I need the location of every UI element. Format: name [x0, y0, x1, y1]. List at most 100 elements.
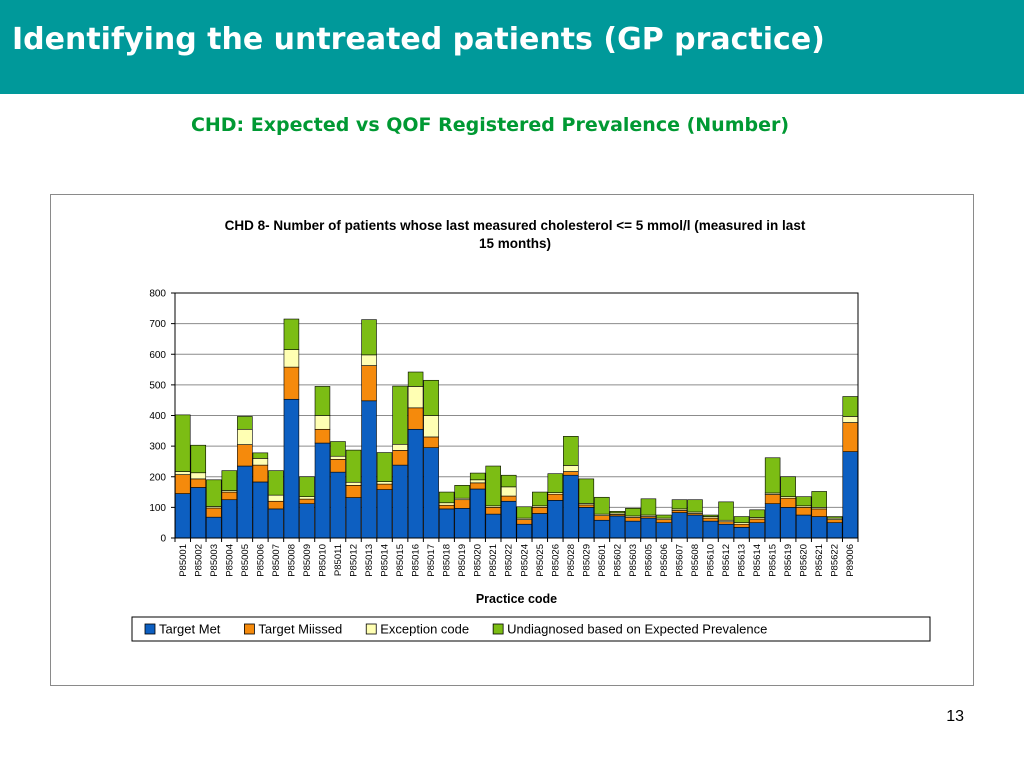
x-tick-label: P85614 — [752, 544, 763, 577]
x-tick-label: P85007 — [271, 544, 282, 577]
x-tick-label: P85025 — [535, 544, 546, 577]
bar-segment — [252, 464, 269, 483]
legend-box — [131, 616, 931, 642]
legend-swatch — [144, 623, 156, 635]
bars — [175, 318, 858, 539]
bar-segment — [826, 519, 843, 523]
legend-swatch — [244, 623, 255, 635]
bar-segment — [392, 443, 408, 451]
bar-segment — [547, 500, 564, 539]
x-tick-label: P85613 — [737, 544, 748, 577]
bar-segment — [330, 458, 346, 473]
bar-segment — [438, 502, 455, 506]
legend: Target Met Target Miissed Exception code Un… — [131, 616, 931, 642]
bar-segment — [314, 442, 331, 539]
bar-segment — [500, 495, 517, 502]
x-tick-label: P85022 — [504, 544, 515, 577]
bar-segment — [500, 486, 517, 497]
x-tick-label: P85612 — [721, 544, 732, 577]
bar-segment — [423, 415, 439, 438]
bar-segment — [594, 515, 610, 521]
bar-segment — [345, 481, 362, 486]
x-tick-label: P85011 — [333, 544, 344, 576]
x-tick-label: P85013 — [364, 544, 375, 577]
bar-segment — [547, 473, 564, 493]
bar-segment — [795, 507, 812, 516]
bar-segment — [733, 516, 750, 523]
bar-segment — [175, 471, 191, 475]
bar-segment — [795, 514, 812, 539]
chart-title-line: 15 months) — [479, 236, 551, 251]
bar-segment — [625, 520, 641, 539]
legend-label: Exception code — [380, 622, 469, 637]
bar-segment — [500, 500, 517, 539]
bar-segment — [407, 386, 424, 409]
bar-segment — [811, 516, 827, 539]
bar-segment — [563, 474, 579, 539]
bar-segment — [407, 428, 424, 539]
bar-segment — [407, 371, 424, 387]
bar-segment — [842, 422, 858, 452]
x-tick-label: P85619 — [783, 544, 794, 577]
bar-segment — [175, 474, 191, 494]
bar-segment — [361, 365, 377, 402]
bar-segment — [842, 396, 858, 417]
bar-segment — [578, 507, 595, 539]
bar-segment — [376, 489, 393, 539]
x-tick-label: P85014 — [380, 544, 391, 577]
bar-segment — [687, 514, 703, 539]
bar-segment — [532, 513, 548, 539]
bar-segment — [252, 452, 269, 459]
bar-segment — [252, 458, 269, 466]
bar-segment — [656, 519, 672, 523]
x-tick-label: P85601 — [597, 544, 608, 577]
x-axis-label: Practice code — [476, 592, 557, 606]
bar-segment — [268, 494, 284, 502]
bar-segment — [563, 465, 579, 472]
bar-segment — [640, 517, 657, 539]
x-tick-label: P85006 — [255, 544, 266, 577]
legend-swatch — [365, 623, 377, 635]
bar-segment — [625, 517, 641, 522]
bar-segment — [361, 319, 377, 356]
bar-segment — [376, 452, 393, 482]
bar-segment — [206, 479, 222, 507]
bar-segment — [469, 482, 486, 490]
bar-segment — [795, 496, 812, 507]
bar-segment — [206, 507, 222, 518]
slide-title: Identifying the untreated patients (GP p… — [12, 22, 825, 57]
x-tick-label: P85018 — [442, 544, 453, 577]
bar-segment — [842, 451, 858, 539]
bar-segment — [345, 485, 362, 498]
bar-segment — [221, 470, 238, 491]
bar-segment — [283, 349, 300, 368]
bar-segment — [283, 318, 300, 350]
bar-segment — [454, 485, 470, 499]
bar-segment — [299, 496, 315, 500]
stacked-bar-chart: CHD 8- Number of patients whose last mea… — [131, 218, 931, 642]
bar-segment — [438, 491, 455, 504]
bar-segment — [206, 516, 222, 539]
bar-segment — [361, 354, 377, 366]
y-tick-label: 500 — [149, 380, 166, 391]
x-tick-label: P85020 — [473, 544, 484, 577]
bar-segment — [780, 497, 796, 508]
bar-segment — [718, 501, 734, 521]
x-tick-label: P85002 — [193, 544, 204, 577]
bar-segment — [516, 519, 533, 525]
bar-segment — [330, 455, 346, 460]
bar-segment — [268, 470, 284, 496]
x-tick-label: P85008 — [286, 544, 297, 577]
x-tick-label: P85024 — [519, 544, 530, 577]
bar-segment — [578, 478, 595, 504]
bar-segment — [718, 523, 734, 539]
bar-segment — [221, 499, 238, 539]
x-tick-label: P89006 — [845, 544, 856, 577]
bar-segment — [330, 441, 346, 457]
x-tick-label: P85015 — [395, 544, 406, 577]
bar-segment — [361, 400, 377, 539]
bar-segment — [376, 483, 393, 490]
legend-label: Undiagnosed based on Expected Prevalence — [507, 622, 767, 637]
bar-segment — [749, 518, 765, 523]
bar-segment — [345, 449, 362, 483]
